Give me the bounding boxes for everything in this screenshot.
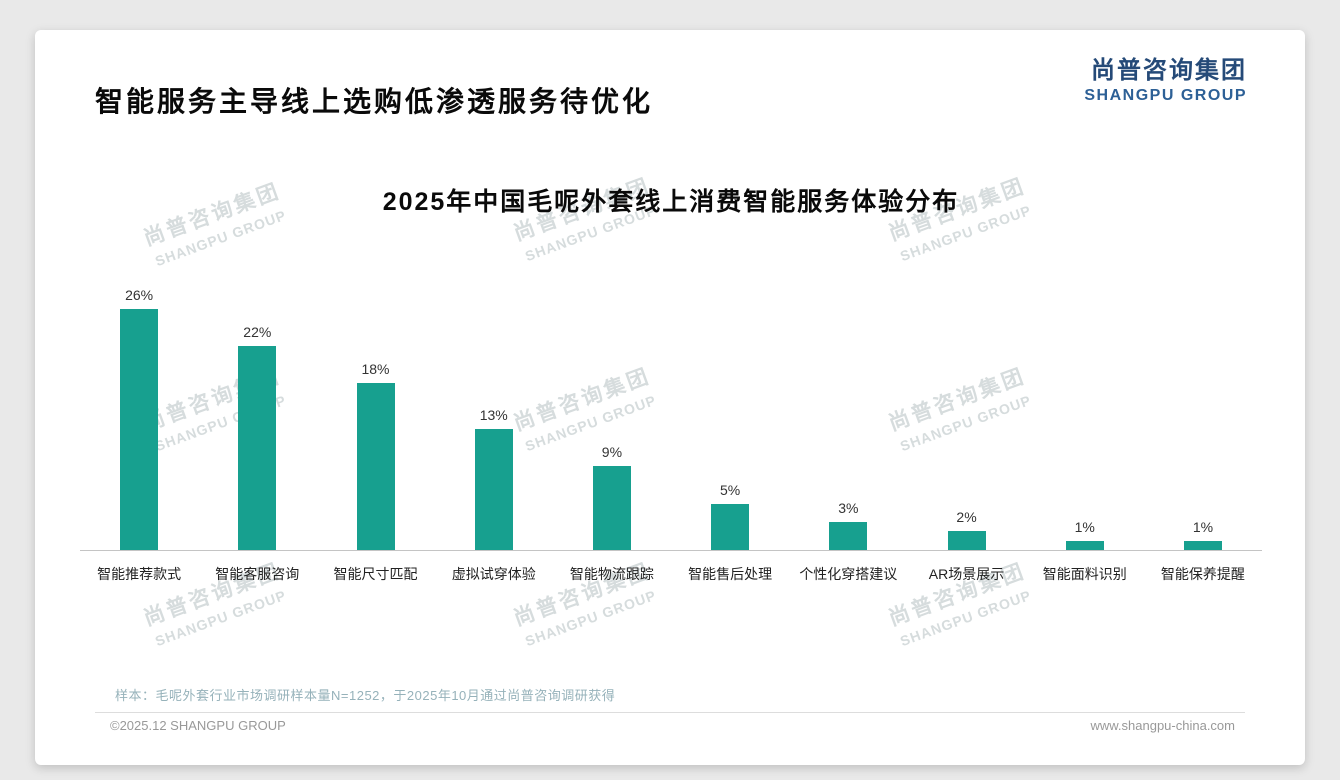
copyright-text: ©2025.12 SHANGPU GROUP (110, 718, 286, 733)
footer-divider (95, 712, 1245, 713)
bar (829, 522, 868, 550)
website-text: www.shangpu-china.com (1090, 718, 1235, 733)
sample-note: 样本：毛呢外套行业市场调研样本量N=1252，于2025年10月通过尚普咨询调研… (115, 688, 616, 703)
footer: ©2025.12 SHANGPU GROUP www.shangpu-china… (110, 718, 1235, 733)
bar-value-label: 26% (125, 287, 154, 303)
bar-group: 13% (435, 407, 553, 550)
bar-group: 26% (80, 287, 198, 550)
bar (356, 383, 395, 550)
header: 智能服务主导线上选购低渗透服务待优化 尚普咨询集团 SHANGPU GROUP (95, 57, 1247, 120)
category-label: AR场景展示 (928, 566, 1005, 582)
bar-value-label: 1% (1074, 519, 1095, 535)
category-label: 智能推荐款式 (97, 566, 182, 582)
bar (711, 504, 750, 550)
company-logo: 尚普咨询集团 SHANGPU GROUP (1084, 57, 1247, 105)
bar (947, 531, 986, 550)
bar-group: 22% (198, 324, 316, 550)
bar-group: 9% (553, 444, 671, 550)
logo-english-text: SHANGPU GROUP (1084, 87, 1247, 105)
bar-value-label: 1% (1192, 519, 1214, 535)
chart-category-labels: 智能推荐款式 智能客服咨询 智能尺寸匹配 虚拟试穿体验 智能物流跟踪 智能售后处理 个性化穿… (80, 551, 1262, 584)
bar-value-label: 9% (601, 444, 623, 460)
bar (474, 429, 513, 550)
bar-value-label: 5% (720, 482, 741, 498)
slide-card: 尚普咨询集团 SHANGPU GROUP 尚普咨询集团 SHANGPU GROUP 尚普… (35, 30, 1305, 765)
category-label: 智能尺寸匹配 (333, 566, 418, 582)
watermark-english-text: SHANGPU GROUP (897, 586, 1034, 650)
category-label: 虚拟试穿体验 (451, 566, 536, 582)
category-label: 智能售后处理 (688, 566, 773, 582)
bar-value-label: 13% (479, 407, 508, 423)
bar-group: 3% (789, 500, 907, 550)
category-label: 智能物流跟踪 (569, 566, 654, 582)
category-label: 智能面料识别 (1042, 566, 1127, 582)
bar-value-label: 3% (838, 500, 859, 516)
bar (120, 309, 159, 550)
bar-group: 5% (671, 482, 789, 550)
chart-plot-area: 26% 22% 18% 13% 9% 5% 3% 2% 1% 1% (80, 217, 1262, 551)
bar (238, 346, 277, 550)
chart-title: 2025年中国毛呢外套线上消费智能服务体验分布 (382, 188, 960, 216)
bar-group: 1% (1026, 519, 1144, 550)
bar (592, 466, 631, 550)
bar-value-label: 22% (243, 324, 272, 340)
watermark-english-text: SHANGPU GROUP (522, 586, 659, 650)
bar-value-label: 2% (956, 509, 977, 525)
logo-chinese-text: 尚普咨询集团 (1091, 57, 1247, 84)
bar (1065, 541, 1104, 550)
bar-chart: 2025年中国毛呢外套线上消费智能服务体验分布 26% 22% 18% 13% 9% 5%… (80, 182, 1262, 584)
bar-group: 1% (1144, 519, 1262, 550)
category-label: 智能保养提醒 (1160, 566, 1245, 582)
bar-group: 2% (907, 509, 1025, 550)
bar (1183, 541, 1222, 550)
page-title: 智能服务主导线上选购低渗透服务待优化 (95, 86, 654, 117)
bar-value-label: 18% (361, 361, 390, 377)
watermark-english-text: SHANGPU GROUP (152, 586, 289, 650)
category-label: 个性化穿搭建议 (799, 566, 898, 582)
bar-group: 18% (316, 361, 434, 550)
category-label: 智能客服咨询 (215, 566, 300, 582)
